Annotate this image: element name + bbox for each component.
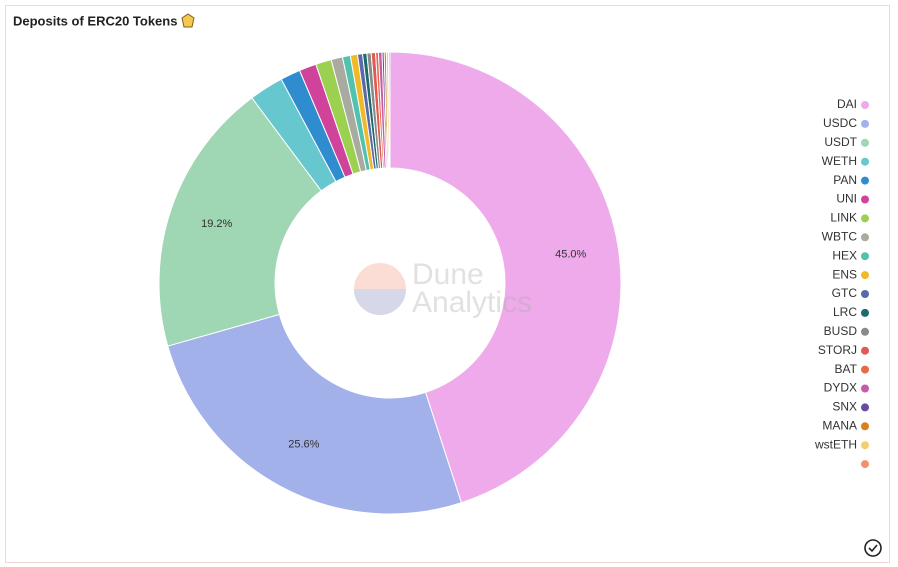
donut: 45.0% 25.6% 19.2% — [158, 51, 622, 515]
legend-swatch — [861, 195, 869, 204]
check-icon[interactable] — [864, 539, 882, 557]
data-label: 19.2% — [201, 218, 232, 230]
legend-label: USDT — [824, 135, 857, 149]
slice — [158, 97, 322, 347]
legend-swatch — [861, 214, 869, 223]
legend-swatch — [861, 138, 869, 147]
legend-label: LRC — [833, 305, 857, 319]
legend-label: ENS — [832, 267, 857, 281]
legend-swatch — [861, 441, 869, 450]
legend-label: BAT — [835, 362, 858, 376]
legend-label: DAI — [837, 97, 857, 111]
legend: DAI USDC USDT WETH PAN UNI LINK WBTC HEX ENS GTC LR… — [814, 97, 869, 469]
legend-label: USDC — [823, 116, 857, 130]
chart-title: Deposits of ERC20 Tokens — [13, 13, 177, 28]
legend-label: STORJ — [818, 343, 857, 357]
legend-label: MANA — [822, 418, 857, 432]
legend-swatch — [861, 403, 869, 412]
legend-swatch — [861, 422, 869, 431]
legend-swatch — [861, 271, 869, 280]
legend-swatch — [861, 327, 869, 336]
data-label: 25.6% — [288, 438, 319, 450]
legend-label: PAN — [833, 173, 857, 187]
legend-swatch — [861, 176, 869, 185]
legend-swatch — [861, 365, 869, 374]
legend-swatch — [861, 460, 869, 469]
legend-swatch — [861, 157, 869, 166]
watermark-line: Dune — [412, 258, 484, 291]
legend-swatch — [861, 290, 869, 298]
slice — [389, 51, 622, 504]
legend-label: HEX — [832, 248, 857, 262]
legend-swatch — [861, 384, 869, 393]
legend-label: GTC — [832, 286, 858, 300]
watermark-line: Analytics — [412, 286, 532, 319]
watermark: Dune Analytics — [354, 258, 532, 319]
data-label: 45.0% — [555, 248, 586, 260]
legend-swatch — [861, 233, 869, 242]
legend-label: WBTC — [822, 229, 858, 243]
legend-label: DYDX — [824, 381, 857, 395]
legend-label: BUSD — [824, 324, 858, 338]
legend-swatch — [861, 252, 869, 261]
legend-label: UNI — [836, 192, 857, 206]
legend-swatch — [861, 119, 869, 128]
legend-label: SNX — [832, 400, 857, 414]
legend-label: LINK — [830, 211, 857, 225]
slice — [167, 313, 463, 515]
legend-swatch — [861, 308, 869, 317]
legend-swatch — [861, 101, 869, 109]
slice — [388, 51, 391, 169]
legend-swatch — [861, 346, 869, 355]
title-icon — [181, 13, 195, 28]
legend-label: wstETH — [814, 437, 857, 451]
legend-label: WETH — [822, 154, 857, 168]
